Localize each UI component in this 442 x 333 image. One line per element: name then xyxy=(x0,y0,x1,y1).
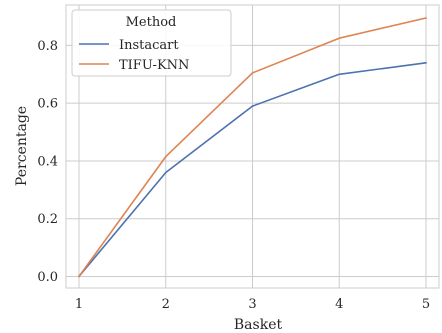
legend-title: Method xyxy=(126,15,177,30)
x-tick-label: 1 xyxy=(75,297,83,312)
legend: Method Instacart TIFU-KNN xyxy=(71,9,232,77)
legend-box xyxy=(71,9,232,77)
data-point xyxy=(251,105,254,107)
data-point xyxy=(425,61,427,64)
y-tick-label: 0.6 xyxy=(37,97,58,112)
legend-label-instacart: Instacart xyxy=(119,38,179,53)
y-tick-label: 0.8 xyxy=(37,39,58,54)
data-point xyxy=(164,155,167,158)
y-tick-label: 0.2 xyxy=(37,212,58,227)
legend-label-tifu-knn: TIFU-KNN xyxy=(119,58,189,73)
plot-frame xyxy=(65,4,440,289)
y-tick-label: 0.4 xyxy=(37,154,58,169)
x-tick-label: 5 xyxy=(422,297,430,312)
series-lines xyxy=(78,17,427,278)
y-axis-label: Percentage xyxy=(14,106,30,186)
x-axis-label: Basket xyxy=(234,317,283,333)
x-tick-label: 3 xyxy=(248,297,256,312)
y-tick-label: 0.0 xyxy=(37,270,58,285)
data-point xyxy=(78,275,80,278)
x-tick-label: 2 xyxy=(162,297,170,312)
y-tick-labels: 0.0 0.2 0.4 0.6 0.8 xyxy=(37,39,58,285)
data-point xyxy=(425,17,427,19)
data-point xyxy=(164,171,167,174)
data-point xyxy=(338,73,341,76)
data-point xyxy=(338,37,341,40)
x-tick-labels: 1 2 3 4 5 xyxy=(75,297,430,312)
data-point xyxy=(251,72,254,74)
x-tick-label: 4 xyxy=(335,297,343,312)
